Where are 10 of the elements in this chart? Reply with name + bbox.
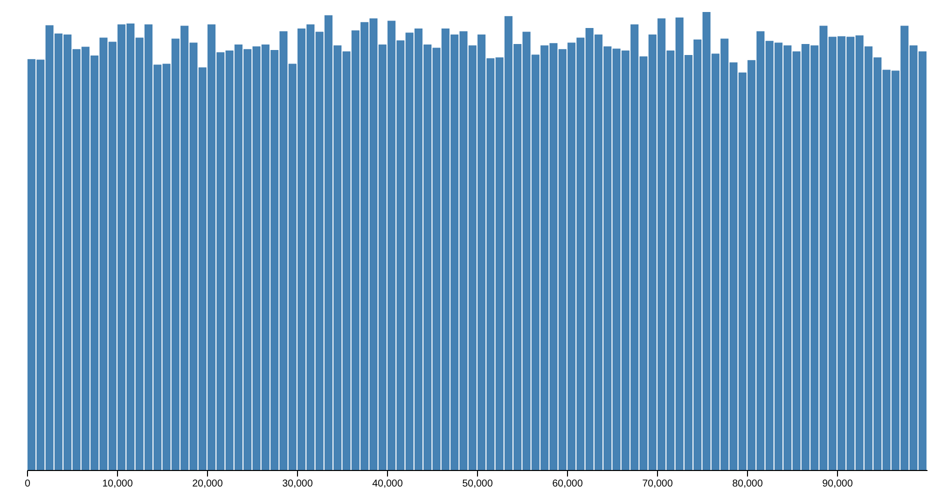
x-tick-label: 40,000 (372, 478, 404, 490)
x-tick-label: 10,000 (102, 478, 134, 490)
x-tick-label: 90,000 (822, 478, 854, 490)
x-tick-label: 20,000 (192, 478, 224, 490)
x-tick-label: 80,000 (732, 478, 764, 490)
x-tick-label: 0 (24, 478, 31, 490)
x-tick-label: 50,000 (462, 478, 494, 490)
x-tick-label: 70,000 (642, 478, 674, 490)
x-tick-label: 60,000 (552, 478, 584, 490)
x-tick-label: 30,000 (282, 478, 314, 490)
